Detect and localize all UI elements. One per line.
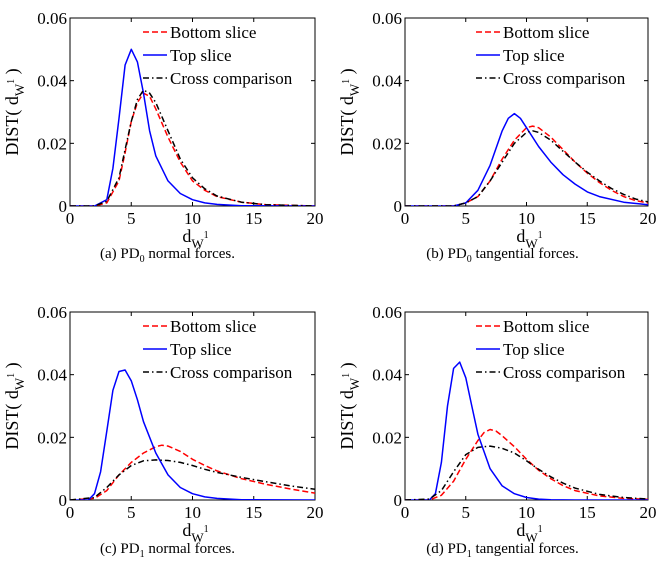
x-tick-label: 15 xyxy=(245,209,262,228)
x-tick-label: 15 xyxy=(579,209,596,228)
x-axis-label: dW1 xyxy=(516,226,542,251)
y-tick-label: 0.06 xyxy=(37,9,67,28)
y-tick-label: 0.04 xyxy=(37,72,67,91)
legend-label: Bottom slice xyxy=(503,23,589,42)
x-tick-label: 15 xyxy=(579,503,596,522)
series-line-top-slice xyxy=(70,48,315,206)
y-tick-label: 0 xyxy=(59,197,68,216)
legend: Bottom slice Top slice Cross comparison xyxy=(476,317,626,382)
y-tick-label: 0.02 xyxy=(372,428,402,447)
caption-b: (b) PD0 tangential forces. xyxy=(426,246,579,265)
caption-a: (a) PD0 normal forces. xyxy=(100,246,235,265)
series-line-cross-comparison xyxy=(70,89,315,206)
y-tick-label: 0 xyxy=(59,491,68,510)
chart-panel-d: 0 5 10 15 20 0 0.02 0.04 0.06 dW1 DIST( dW1 ) Botto… xyxy=(337,303,657,545)
legend: Bottom slice Top slice Cross comparison xyxy=(143,23,293,88)
x-axis-label: dW1 xyxy=(182,226,208,251)
legend-label: Top slice xyxy=(170,46,232,65)
series-line-bottom-slice xyxy=(70,92,315,206)
legend-label: Bottom slice xyxy=(170,23,256,42)
legend-label: Top slice xyxy=(503,46,565,65)
y-tick-label: 0.06 xyxy=(372,303,402,322)
x-tick-label: 20 xyxy=(640,503,657,522)
x-tick-label: 10 xyxy=(518,209,535,228)
x-tick-label: 20 xyxy=(640,209,657,228)
x-tick-label: 5 xyxy=(462,503,471,522)
chart-panel-b: 0 5 10 15 20 0 0.02 0.04 0.06 dW1 DIST( dW1 ) Botto… xyxy=(337,9,657,251)
x-tick-label: 15 xyxy=(245,503,262,522)
y-tick-label: 0.04 xyxy=(37,366,67,385)
legend: Bottom slice Top slice Cross comparison xyxy=(476,23,626,88)
legend-label: Top slice xyxy=(503,340,565,359)
x-axis-label: dW1 xyxy=(182,520,208,545)
x-tick-label: 0 xyxy=(401,209,410,228)
y-tick-label: 0.06 xyxy=(37,303,67,322)
series-line-cross-comparison xyxy=(405,130,648,206)
y-tick-label: 0 xyxy=(394,197,403,216)
x-tick-label: 0 xyxy=(66,503,75,522)
legend-label: Cross comparison xyxy=(170,69,293,88)
x-tick-label: 5 xyxy=(127,503,136,522)
legend-label: Cross comparison xyxy=(170,363,293,382)
y-axis-label: DIST( dW1 ) xyxy=(337,362,362,449)
x-tick-label: 10 xyxy=(518,503,535,522)
series-line-cross-comparison xyxy=(70,459,315,500)
legend-label: Top slice xyxy=(170,340,232,359)
x-tick-label: 0 xyxy=(401,503,410,522)
series-line-bottom-slice xyxy=(405,428,648,500)
y-tick-label: 0 xyxy=(394,491,403,510)
series-line-cross-comparison xyxy=(405,445,648,500)
legend-label: Cross comparison xyxy=(503,363,626,382)
y-axis-label: DIST( dW1 ) xyxy=(337,68,362,155)
legend-label: Cross comparison xyxy=(503,69,626,88)
x-tick-label: 10 xyxy=(184,209,201,228)
series-line-top-slice xyxy=(70,369,315,500)
series-line-top-slice xyxy=(405,112,648,206)
y-axis-label: DIST( dW1 ) xyxy=(2,362,27,449)
x-tick-label: 5 xyxy=(127,209,136,228)
y-tick-label: 0.02 xyxy=(372,134,402,153)
y-tick-label: 0.02 xyxy=(37,134,67,153)
y-axis-label: DIST( dW1 ) xyxy=(2,68,27,155)
x-tick-label: 20 xyxy=(307,503,324,522)
series-line-bottom-slice xyxy=(70,444,315,500)
x-tick-label: 20 xyxy=(307,209,324,228)
y-tick-label: 0.04 xyxy=(372,72,402,91)
y-tick-label: 0.02 xyxy=(37,428,67,447)
x-tick-label: 10 xyxy=(184,503,201,522)
series-line-top-slice xyxy=(405,361,648,500)
chart-panel-a: 0 5 10 15 20 0 0.02 0.04 0.06 dW1 DIST( dW1 ) Botto… xyxy=(2,9,324,251)
x-axis-label: dW1 xyxy=(516,520,542,545)
caption-c: (c) PD1 normal forces. xyxy=(100,541,235,560)
legend: Bottom slice Top slice Cross comparison xyxy=(143,317,293,382)
caption-d: (d) PD1 tangential forces. xyxy=(426,541,579,560)
y-tick-label: 0.06 xyxy=(372,9,402,28)
y-tick-label: 0.04 xyxy=(372,366,402,385)
chart-panel-c: 0 5 10 15 20 0 0.02 0.04 0.06 dW1 DIST( dW1 ) Botto… xyxy=(2,303,324,545)
x-tick-label: 0 xyxy=(66,209,75,228)
x-tick-label: 5 xyxy=(462,209,471,228)
legend-label: Bottom slice xyxy=(503,317,589,336)
legend-label: Bottom slice xyxy=(170,317,256,336)
series-line-bottom-slice xyxy=(405,125,648,206)
